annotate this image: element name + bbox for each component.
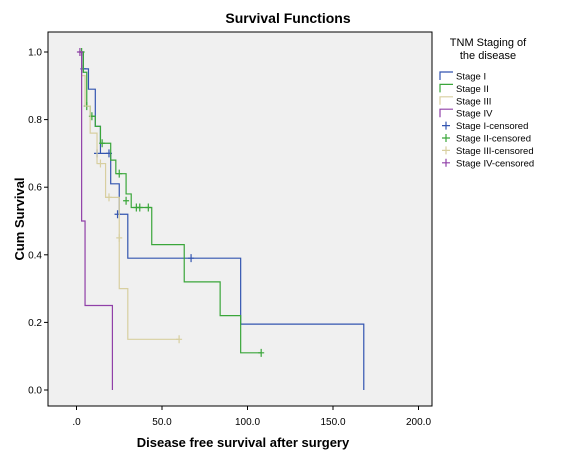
censor-mark-stage-3 bbox=[116, 233, 123, 242]
y-tick-label: 0.4 bbox=[28, 250, 42, 261]
legend-label: Stage IV-censored bbox=[456, 158, 534, 169]
legend-line-swatch bbox=[439, 108, 453, 118]
censor-mark-stage-1 bbox=[188, 254, 195, 263]
legend-censor-swatch bbox=[442, 121, 450, 130]
y-tick-label: 0.8 bbox=[28, 115, 42, 126]
y-tick-label: 0.6 bbox=[28, 183, 42, 194]
plot-area bbox=[47, 31, 433, 407]
censor-mark-stage-3 bbox=[176, 335, 183, 344]
censor-mark-stage-4 bbox=[76, 48, 83, 56]
x-tick-label: 150.0 bbox=[320, 417, 345, 428]
legend-label: Stage I bbox=[456, 72, 486, 83]
x-axis-ticks: .0 50.0 100.0 150.0 200.0 bbox=[72, 406, 431, 428]
legend-censor-swatch bbox=[442, 158, 450, 167]
series-layer bbox=[76, 48, 365, 390]
chart-title: Survival Functions bbox=[225, 10, 350, 26]
x-tick-label: .0 bbox=[72, 417, 81, 428]
x-tick-label: 200.0 bbox=[406, 417, 431, 428]
legend-label: Stage III bbox=[456, 96, 491, 107]
y-axis-label: Cum Survival bbox=[12, 177, 27, 260]
x-tick-label: 50.0 bbox=[152, 417, 172, 428]
legend-label: Stage II bbox=[456, 84, 489, 95]
censor-mark-stage-3 bbox=[97, 159, 104, 168]
legend-line-swatch bbox=[439, 83, 453, 93]
x-axis-label: Disease free survival after surgery bbox=[137, 435, 350, 450]
censor-mark-stage-2 bbox=[99, 139, 106, 148]
legend-line-swatch bbox=[439, 71, 453, 80]
y-tick-label: 1.0 bbox=[28, 48, 42, 59]
legend-label: Stage IV bbox=[456, 109, 493, 120]
x-tick-label: 100.0 bbox=[235, 417, 260, 428]
y-tick-label: 0.0 bbox=[28, 386, 42, 397]
censor-mark-stage-2 bbox=[116, 169, 123, 178]
legend-censor-swatch bbox=[442, 146, 450, 155]
legend-censor-swatch bbox=[442, 134, 450, 142]
legend-title-line2: the disease bbox=[460, 50, 516, 62]
censor-mark-stage-3 bbox=[105, 193, 112, 202]
legend-label: Stage I-censored bbox=[456, 121, 528, 132]
legend-line-swatch bbox=[439, 96, 453, 105]
y-axis-ticks: 0.0 0.2 0.4 0.6 0.8 1.0 bbox=[28, 48, 48, 397]
censor-mark-stage-2 bbox=[258, 348, 265, 357]
censor-mark-stage-2 bbox=[136, 203, 143, 212]
legend-title-line1: TNM Staging of bbox=[450, 37, 527, 49]
censor-mark-stage-2 bbox=[145, 203, 152, 212]
y-tick-label: 0.2 bbox=[28, 318, 42, 329]
legend-label: Stage III-censored bbox=[456, 146, 534, 157]
censor-mark-stage-2 bbox=[123, 196, 130, 205]
legend-label: Stage II-censored bbox=[456, 134, 531, 145]
series-line-stage-3 bbox=[79, 51, 180, 340]
